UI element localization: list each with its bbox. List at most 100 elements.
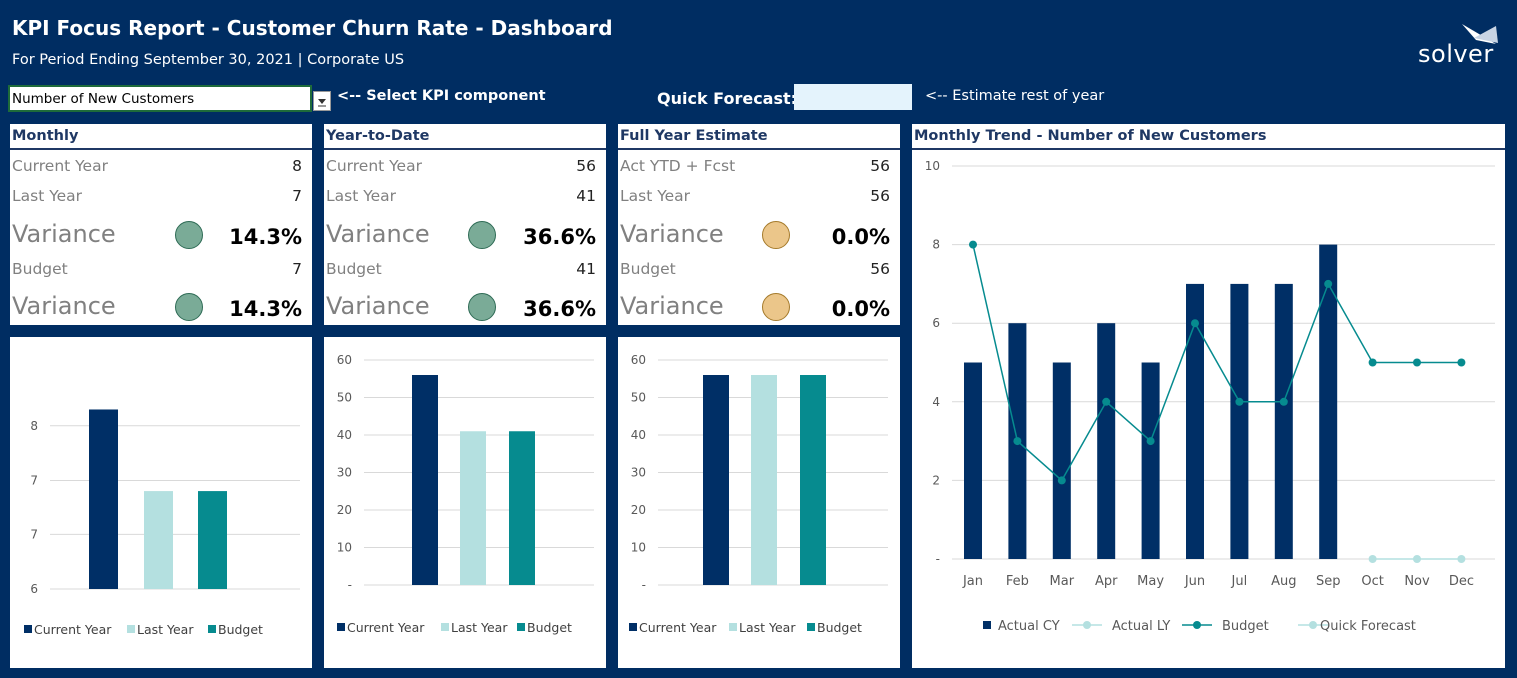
kpi-row-label: Variance [620,292,724,320]
monthly-kpi-panel: Monthly Current Year 8 Last Year 7 Variance 1… [10,124,312,325]
kpi-row-value: 56 [870,187,890,205]
bar-current-year [703,375,729,585]
y-tick-label: 40 [631,428,646,442]
trend-panel-title: Monthly Trend - Number of New Customers [914,128,1267,144]
y-tick-label: 10 [337,541,352,555]
kpi-row-value: 0.0% [831,225,890,249]
solver-logo: solver [1418,40,1494,68]
x-tick-label: Mar [1050,574,1075,589]
legend-swatch [629,623,637,631]
kpi-component-value: Number of New Customers [12,91,195,107]
page-subtitle: For Period Ending September 30, 2021 | C… [12,52,405,68]
monthly-chart-panel: 6 7 7 8 Current Year Last Year Budget [10,337,312,668]
status-green-indicator-icon [175,293,203,321]
y-tick-label: 30 [337,466,352,480]
status-green-indicator-icon [175,221,203,249]
legend-label: Budget [817,620,862,635]
legend-swatch [24,625,32,633]
y-tick-label: 30 [631,466,646,480]
bar-actual-cy [1274,283,1293,559]
full-year-chart-panel: - 10 20 30 40 50 60 Current Year Last Year Budget [618,337,900,668]
kpi-row-label: Last Year [326,187,397,205]
trend-chart-panel: Monthly Trend - Number of New Customers … [912,124,1505,668]
y-tick-label: 10 [631,541,646,555]
legend-swatch [807,623,815,631]
budget-point [1102,397,1111,406]
x-tick-label: Jan [962,574,983,589]
y-tick-label: 7 [30,527,38,541]
legend-label: Current Year [347,620,425,635]
legend-swatch [208,625,216,633]
legend-label: Budget [1222,619,1269,634]
kpi-row-label: Last Year [620,187,691,205]
full-year-bar-chart: - 10 20 30 40 50 60 Current Year Last Year Budget [629,353,888,635]
legend-swatch [729,623,737,631]
bar-last-year [751,375,777,585]
kpi-row-value: 0.0% [831,297,890,321]
x-tick-label: Aug [1271,574,1296,589]
full-year-panel-title: Full Year Estimate [620,128,768,144]
y-tick-label: - [642,578,646,592]
x-tick-label: Jun [1184,574,1205,589]
legend-label: Current Year [34,622,112,637]
solver-logo-icon [1462,24,1498,44]
kpi-row-label: Budget [12,260,68,278]
kpi-row-value: 56 [870,260,890,278]
legend-swatch [441,623,449,631]
full-year-kpi-panel: Full Year Estimate Act YTD + Fcst 56 Last … [618,124,900,325]
budget-line [972,244,1462,482]
budget-point [969,240,977,249]
legend-label: Budget [218,622,263,637]
kpi-row-label: Variance [326,292,430,320]
legend-label: Last Year [739,620,796,635]
ytd-kpi-panel: Year-to-Date Current Year 56 Last Year 41 Va… [324,124,606,325]
kpi-select-hint: <-- Select KPI component [337,88,546,104]
status-green-indicator-icon [468,221,496,249]
kpi-dropdown-button[interactable] [313,91,331,111]
x-tick-label: Nov [1404,574,1430,589]
y-tick-label: 2 [932,473,940,487]
bar-current-year [412,375,438,585]
kpi-component-select[interactable] [8,85,312,112]
legend-label: Budget [527,620,572,635]
ytd-bar-chart: - 10 20 30 40 50 60 Current Year Last Year Budget [337,353,594,635]
bar-last-year [144,491,173,589]
status-green-indicator-icon [468,293,496,321]
monthly-panel-title: Monthly [12,128,79,144]
budget-point [1057,476,1066,485]
budget-point [1413,358,1421,367]
kpi-row-value: 41 [576,187,596,205]
x-tick-label: Apr [1095,574,1118,589]
status-amber-indicator-icon [762,221,790,249]
bar-actual-cy [1141,362,1160,559]
kpi-row-label: Current Year [12,157,108,175]
kpi-row-label: Variance [620,220,724,248]
budget-point [1146,437,1155,446]
kpi-row-value: 41 [576,260,596,278]
quick-forecast-input[interactable] [794,84,912,110]
legend-label: Quick Forecast [1320,619,1416,634]
y-tick-label: - [936,552,940,566]
y-tick-label: 20 [631,503,646,517]
bar-actual-cy [1186,283,1204,559]
kpi-row-value: 14.3% [229,225,302,249]
bar-budget [800,375,826,585]
bar-actual-cy [964,362,982,559]
y-tick-label: 4 [932,395,940,409]
legend-swatch [517,623,525,631]
kpi-row-label: Last Year [12,187,83,205]
y-tick-label: 6 [30,582,38,596]
x-tick-label: May [1137,574,1164,589]
quick-forecast-point [1457,555,1466,563]
bar-budget [509,431,535,585]
y-tick-label: 20 [337,503,352,517]
quick-forecast-point [1413,555,1421,563]
kpi-row-value: 7 [292,260,302,278]
x-tick-label: Oct [1361,574,1383,589]
kpi-row-value: 36.6% [523,297,596,321]
ytd-panel-title: Year-to-Date [326,128,430,144]
quick-forecast-point [1368,555,1377,563]
y-tick-label: 8 [932,238,940,252]
chevron-down-icon [318,99,326,107]
legend-label: Last Year [137,622,194,637]
